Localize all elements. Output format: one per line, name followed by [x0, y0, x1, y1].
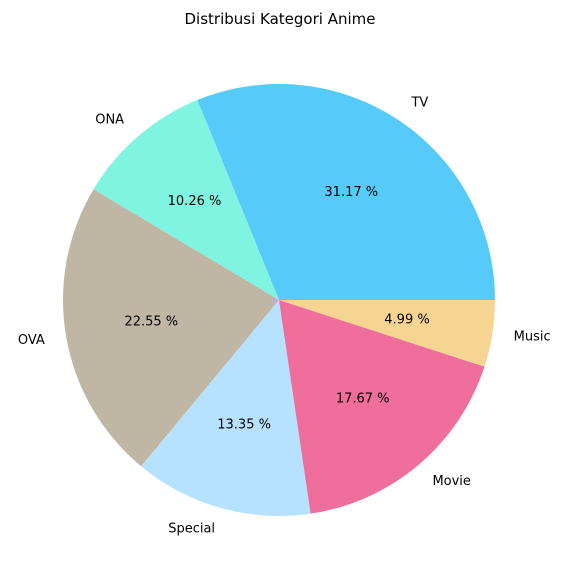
slice-percent-tv: 31.17 % [324, 185, 378, 200]
slice-percent-music: 4.99 % [384, 313, 429, 328]
pie-slices [63, 84, 495, 516]
slice-label-special: Special [168, 521, 215, 536]
chart-title: Distribusi Kategori Anime [185, 10, 376, 28]
slice-label-movie: Movie [432, 474, 470, 489]
slice-label-ona: ONA [95, 112, 124, 127]
slice-percent-movie: 17.67 % [336, 391, 390, 406]
slice-percent-special: 13.35 % [217, 417, 271, 432]
slice-label-tv: TV [410, 95, 428, 110]
slice-label-music: Music [514, 330, 551, 345]
slice-percent-ova: 22.55 % [124, 314, 178, 329]
slice-percent-ona: 10.26 % [168, 194, 222, 209]
slice-label-ova: OVA [18, 333, 45, 348]
